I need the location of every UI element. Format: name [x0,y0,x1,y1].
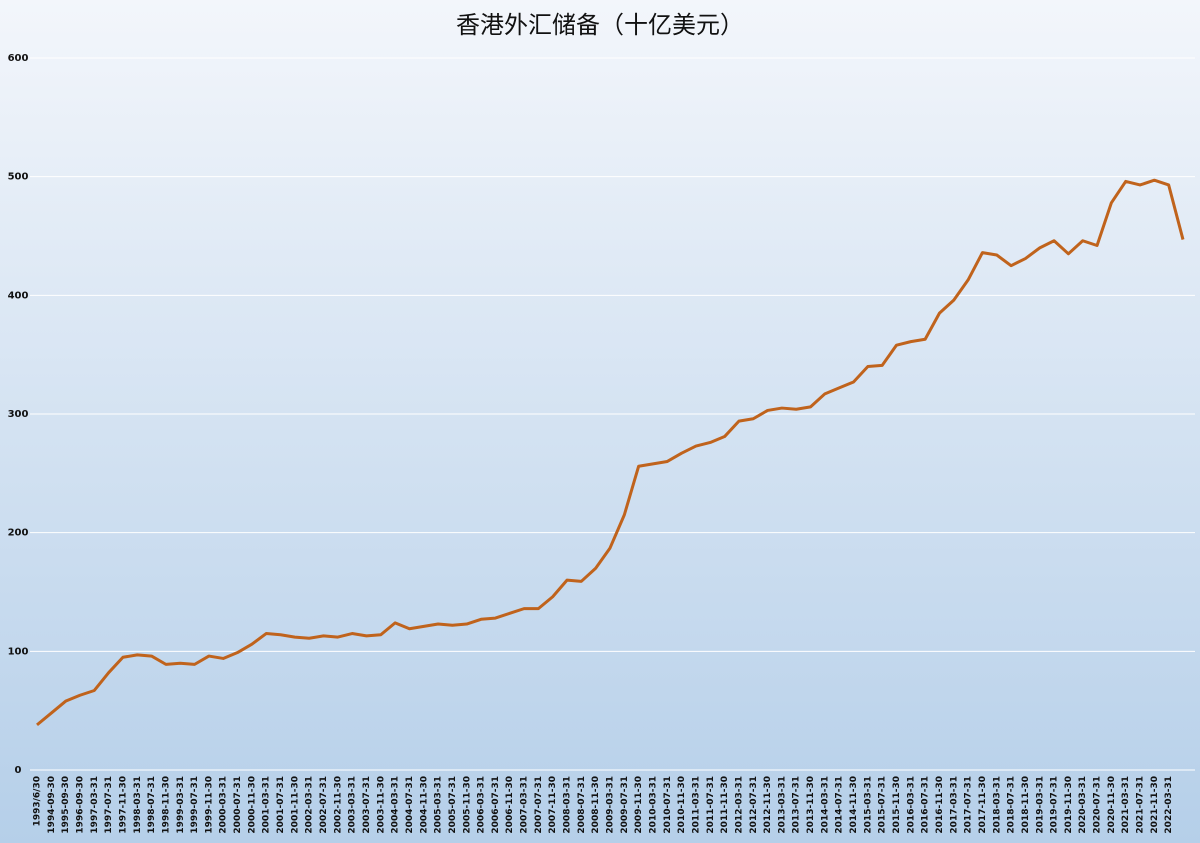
x-tick-label: 2018-07-31 [1007,776,1017,834]
x-tick-label: 1993/6/30 [33,776,43,826]
x-tick-label: 1997-07-31 [104,776,114,834]
x-tick-label: 2020-03-31 [1078,776,1088,834]
x-tick-label: 1995-09-30 [61,776,71,834]
y-tick-label: 300 [8,409,29,420]
x-tick-label: 2021-07-31 [1136,776,1146,834]
x-tick-label: 2005-07-31 [448,776,458,834]
x-tick-label: 2018-11-30 [1021,776,1031,834]
x-tick-label: 2003-03-31 [348,776,358,834]
x-tick-label: 2003-07-31 [362,776,372,834]
x-tick-label: 2017-03-31 [949,776,959,834]
x-tick-label: 2010-11-30 [677,776,687,834]
x-tick-label: 2006-03-31 [477,776,487,834]
x-tick-label: 2004-03-31 [391,776,401,834]
x-tick-label: 2010-07-31 [663,776,673,834]
x-tick-label: 2017-07-31 [964,776,974,834]
x-tick-label: 2012-07-31 [749,776,759,834]
x-tick-label: 2014-11-30 [849,776,859,834]
y-tick-label: 500 [8,172,29,183]
x-tick-label: 2014-03-31 [820,776,830,834]
x-tick-label: 2008-03-31 [563,776,573,834]
x-tick-label: 2004-11-30 [419,776,429,834]
x-tick-label: 2015-03-31 [863,776,873,834]
x-tick-label: 2001-03-31 [262,776,272,834]
x-tick-label: 2006-07-31 [491,776,501,834]
x-tick-label: 2016-07-31 [921,776,931,834]
x-tick-label: 2001-11-30 [290,776,300,834]
x-tick-label: 1997-11-30 [118,776,128,834]
x-tick-label: 2019-11-30 [1064,776,1074,834]
x-tick-label: 2021-03-31 [1121,776,1131,834]
y-tick-label: 600 [8,53,29,64]
x-tick-label: 2007-11-30 [548,776,558,834]
x-tick-label: 2001-07-31 [276,776,286,834]
x-tick-label: 2013-11-30 [806,776,816,834]
x-tick-label: 2015-07-31 [878,776,888,834]
chart-title: 香港外汇储备（十亿美元） [456,11,744,39]
x-tick-label: 1998-11-30 [161,776,171,834]
x-tick-label: 2015-11-30 [892,776,902,834]
x-tick-label: 2004-07-31 [405,776,415,834]
x-tick-label: 1999-07-31 [190,776,200,834]
x-tick-label: 2020-07-31 [1093,776,1103,834]
x-tick-label: 2017-11-30 [978,776,988,834]
x-tick-label: 2011-03-31 [691,776,701,834]
x-tick-label: 2009-11-30 [634,776,644,834]
x-tick-label: 2016-11-30 [935,776,945,834]
x-tick-label: 2011-11-30 [720,776,730,834]
x-tick-label: 2008-11-30 [591,776,601,834]
data-line [36,178,1185,727]
x-tick-label: 1999-11-30 [204,776,214,834]
x-tick-label: 1999-03-31 [176,776,186,834]
y-tick-label: 100 [8,646,29,657]
x-tick-label: 1998-03-31 [133,776,143,834]
x-tick-label: 2005-03-31 [434,776,444,834]
x-tick-label: 2009-07-31 [620,776,630,834]
y-tick-label: 0 [15,765,22,776]
x-tick-label: 2000-11-30 [247,776,257,834]
x-tick-label: 2021-11-30 [1150,776,1160,834]
x-tick-label: 2013-07-31 [792,776,802,834]
x-tick-label: 1996-09-30 [75,776,85,834]
x-tick-label: 2010-03-31 [648,776,658,834]
x-tick-label: 2019-07-31 [1050,776,1060,834]
x-tick-label: 2011-07-31 [706,776,716,834]
x-tick-label: 2007-03-31 [520,776,530,834]
x-tick-label: 2020-11-30 [1107,776,1117,834]
x-tick-label: 2012-03-31 [734,776,744,834]
x-tick-label: 2016-03-31 [906,776,916,834]
x-tick-label: 1994-09-30 [47,776,57,834]
x-tick-label: 2018-03-31 [992,776,1002,834]
x-tick-label: 2005-11-30 [462,776,472,834]
x-tick-label: 1998-07-31 [147,776,157,834]
y-tick-label: 400 [8,290,29,301]
x-tick-label: 2006-11-30 [505,776,515,834]
x-tick-label: 1997-03-31 [90,776,100,834]
x-tick-label: 2002-07-31 [319,776,329,834]
x-tick-label: 2008-07-31 [577,776,587,834]
x-tick-label: 2012-11-30 [763,776,773,834]
x-tick-label: 2002-11-30 [333,776,343,834]
x-tick-label: 2000-03-31 [219,776,229,834]
y-tick-label: 200 [8,528,29,539]
x-tick-label: 2003-11-30 [376,776,386,834]
x-tick-label: 2014-07-31 [835,776,845,834]
x-tick-label: 2022-03-31 [1164,776,1174,834]
x-tick-label: 2000-07-31 [233,776,243,834]
x-tick-label: 2009-03-31 [606,776,616,834]
x-tick-label: 2019-03-31 [1035,776,1045,834]
x-tick-label: 2007-07-31 [534,776,544,834]
x-tick-label: 2002-03-31 [305,776,315,834]
x-tick-label: 2013-03-31 [777,776,787,834]
